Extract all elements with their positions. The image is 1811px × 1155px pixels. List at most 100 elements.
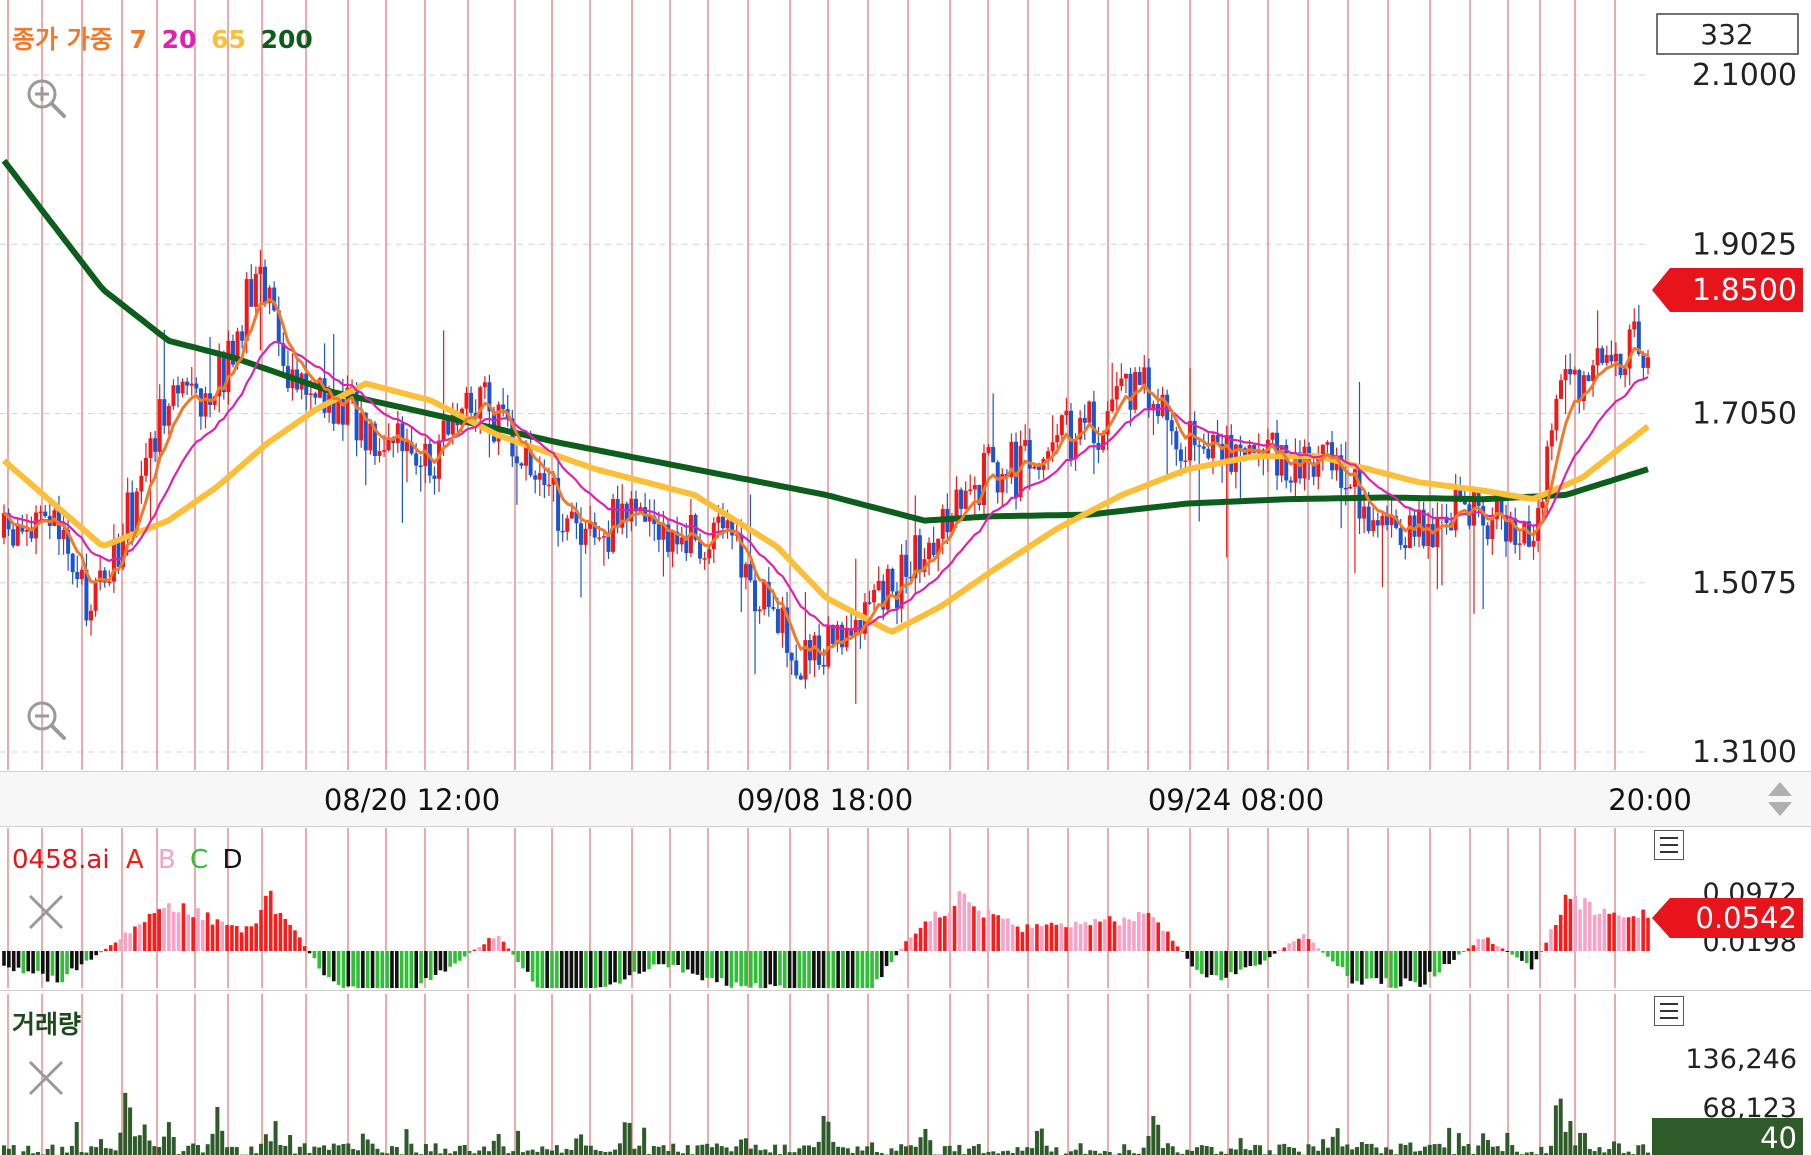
candle-body [908, 576, 913, 579]
oscillator-bar [215, 919, 220, 951]
oscillator-bar [1006, 918, 1010, 951]
zoom-out-button[interactable] [16, 690, 76, 750]
oscillator-bar [1544, 942, 1548, 951]
candle-body [235, 331, 240, 365]
scroll-down-arrow-icon[interactable] [1768, 802, 1792, 816]
oscillator-bar [1418, 951, 1422, 987]
oscillator-bar [802, 951, 806, 988]
volume-bar [108, 1148, 113, 1155]
oscillator-bar [438, 951, 443, 971]
candle-body [1403, 545, 1408, 548]
volume-bar [26, 1145, 31, 1155]
candle-body [1279, 445, 1284, 476]
volume-bar [1073, 1149, 1078, 1155]
volume-bar [322, 1145, 327, 1155]
volume-bar [89, 1146, 94, 1155]
time-axis-scroll-icon[interactable] [1768, 782, 1792, 816]
zoom-in-button[interactable] [16, 68, 76, 128]
candle-body [725, 520, 730, 529]
price-tick-label: 1.5075 [1692, 566, 1797, 601]
volume-bar [1432, 1144, 1437, 1155]
volume-bar [782, 1144, 787, 1155]
oscillator-bar [1549, 929, 1553, 951]
volume-bar [1456, 1133, 1461, 1155]
oscillator-bar [104, 948, 108, 951]
volume-bar [1253, 1144, 1258, 1155]
candle-body [414, 453, 419, 466]
oscillator-bar [351, 951, 355, 987]
ma200-line [1, 158, 1649, 524]
oscillator-bar [1088, 925, 1093, 951]
oscillator-bar [739, 951, 743, 987]
candle-body [166, 405, 171, 426]
oscillator-bar [225, 924, 229, 951]
candle-body [666, 524, 671, 552]
oscillator-bar [850, 951, 855, 988]
oscillator-bar [559, 951, 564, 988]
volume-bar [525, 1150, 530, 1155]
candle-body [1375, 520, 1380, 526]
close-oscillator-button[interactable] [16, 882, 76, 942]
volume-bar [1151, 1115, 1156, 1155]
moving-average-lines [1, 158, 1650, 657]
oscillator-bar [787, 951, 792, 988]
oscillator-bar [1515, 951, 1519, 958]
oscillator-bar [433, 951, 438, 975]
candle-body [1426, 524, 1431, 546]
oscillator-bar [1505, 951, 1510, 952]
volume-bar [1476, 1145, 1481, 1155]
candle-body [1540, 501, 1545, 509]
volume-bar [816, 1141, 821, 1155]
oscillator-bar [443, 951, 448, 972]
volume-bar [579, 1134, 584, 1155]
time-tick-label: 09/08 18:00 [737, 783, 913, 817]
candle-body [954, 489, 959, 517]
time-axis-labels: 08/20 12:00 09/08 18:00 09/24 08:00 20:00 [324, 783, 1692, 817]
volume-menu-button[interactable] [1654, 996, 1684, 1026]
oscillator-bar [1340, 951, 1345, 968]
candle-body [1380, 515, 1385, 526]
candle-body [194, 383, 199, 389]
candle-body [1206, 448, 1211, 459]
volume-bar [1025, 1147, 1030, 1155]
horizontal-gridlines [0, 74, 1650, 753]
candle-body [899, 554, 904, 609]
oscillator-bar [947, 912, 952, 951]
oscillator-bar [976, 910, 981, 951]
oscillator-bar [1161, 930, 1165, 951]
volume-bar [899, 1144, 904, 1155]
volume-bar [1068, 1151, 1073, 1155]
oscillator-bar [322, 951, 326, 976]
volume-bar [1607, 1149, 1612, 1155]
oscillator-bar [913, 933, 918, 951]
volume-bar [1243, 1149, 1248, 1155]
candle-body [716, 516, 721, 523]
oscillator-bar [1098, 921, 1102, 951]
volume-bar [1335, 1128, 1340, 1155]
oscillator-menu-button[interactable] [1654, 830, 1684, 860]
volume-bar [263, 1134, 268, 1155]
close-volume-button[interactable] [16, 1048, 76, 1108]
volume-bar [957, 1144, 962, 1155]
oscillator-bar [870, 951, 874, 988]
volume-bar [152, 1146, 157, 1155]
oscillator-bar [55, 951, 60, 983]
oscillator-bar [1612, 912, 1616, 951]
volume-bar [1379, 1153, 1384, 1155]
candle-body [501, 404, 506, 410]
volume-bar [559, 1152, 564, 1155]
oscillator-bar [331, 951, 336, 982]
oscillator-value-badge [1652, 898, 1803, 938]
candle-body [1014, 441, 1019, 498]
menu-icon [1660, 1017, 1678, 1019]
ma65-legend: 65 [211, 25, 246, 54]
oscillator-bar [312, 951, 317, 959]
candle-body [1036, 466, 1041, 470]
oscillator-bar [1301, 934, 1306, 951]
scroll-up-arrow-icon[interactable] [1768, 782, 1792, 796]
oscillator-bar [768, 951, 773, 985]
oscillator-bar [128, 933, 132, 951]
candle-body [588, 522, 593, 529]
candle-body [1623, 368, 1628, 376]
